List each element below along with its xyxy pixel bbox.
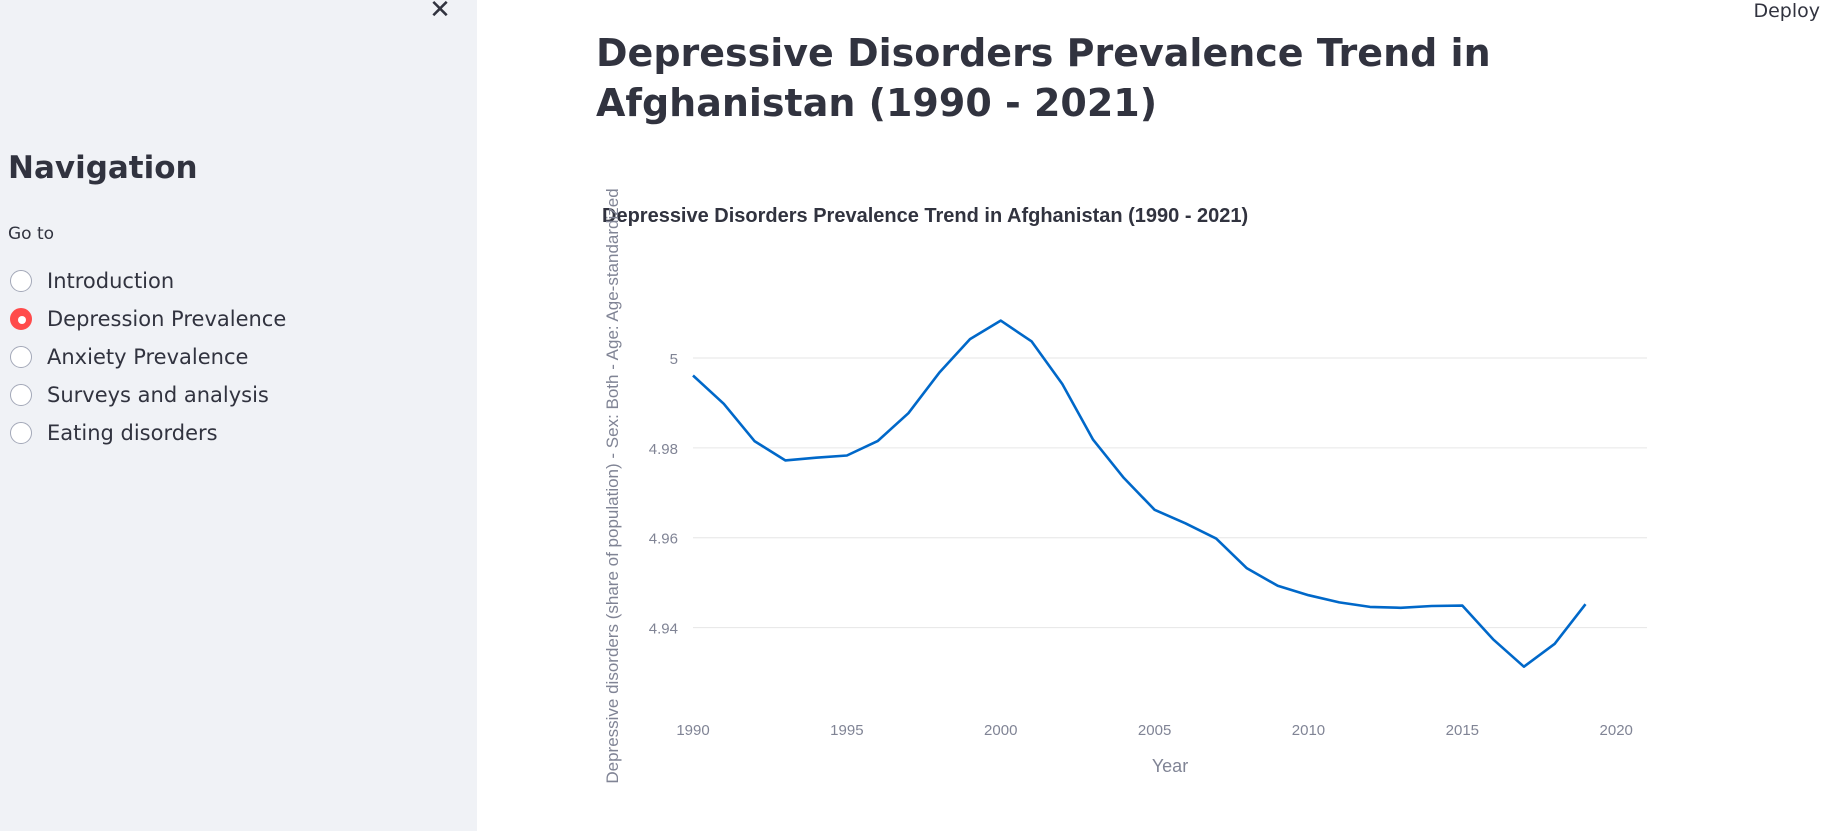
x-axis-label: Year <box>1152 756 1188 776</box>
nav-option-label: Anxiety Prevalence <box>47 345 249 369</box>
series-line <box>692 319 1587 669</box>
x-tick-label: 1995 <box>830 722 863 739</box>
radio-group-label: Go to <box>8 224 55 244</box>
nav-radio-group: Introduction Depression Prevalence Anxie… <box>10 262 286 452</box>
x-tick-label: 2000 <box>984 722 1017 739</box>
nav-option-label: Eating disorders <box>47 421 218 445</box>
nav-option-eating-disorders[interactable]: Eating disorders <box>10 414 286 452</box>
radio-button-icon[interactable] <box>10 384 32 406</box>
y-tick-label: 4.96 <box>649 531 678 548</box>
nav-option-label: Introduction <box>47 269 175 293</box>
x-tick-label: 2010 <box>1292 722 1325 739</box>
x-tick-label: 1990 <box>676 722 709 739</box>
page-title: Depressive Disorders Prevalence Trend in… <box>596 31 1491 125</box>
y-tick-label: 4.98 <box>649 441 678 458</box>
radio-button-icon[interactable] <box>10 422 32 444</box>
nav-option-depression-prevalence[interactable]: Depression Prevalence <box>10 300 286 338</box>
nav-option-surveys-and-analysis[interactable]: Surveys and analysis <box>10 376 286 414</box>
y-tick-label: 5 <box>670 351 678 368</box>
y-axis-label: Depressive disorders (share of populatio… <box>603 188 622 783</box>
y-tick-label: 4.94 <box>649 621 678 638</box>
nav-option-introduction[interactable]: Introduction <box>10 262 286 300</box>
radio-button-icon[interactable] <box>10 270 32 292</box>
x-tick-label: 2005 <box>1138 722 1171 739</box>
chart-title: Depressive Disorders Prevalence Trend in… <box>602 205 1248 227</box>
nav-option-label: Surveys and analysis <box>47 383 269 407</box>
radio-button-icon[interactable] <box>10 346 32 368</box>
x-tick-label: 2015 <box>1446 722 1479 739</box>
sidebar: ✕ Navigation Go to Introduction Depressi… <box>0 0 477 831</box>
close-icon[interactable]: ✕ <box>429 0 451 25</box>
radio-button-icon[interactable] <box>10 308 32 330</box>
line-chart: 4.94 4.96 4.98 5 1990 1995 2000 2005 2010 2015 202… <box>590 150 1690 831</box>
nav-option-label: Depression Prevalence <box>47 307 287 331</box>
nav-option-anxiety-prevalence[interactable]: Anxiety Prevalence <box>10 338 286 376</box>
x-tick-label: 2020 <box>1600 722 1633 739</box>
sidebar-title: Navigation <box>8 150 198 186</box>
deploy-button[interactable]: Deploy <box>1753 0 1820 22</box>
chart-svg: 4.94 4.96 4.98 5 1990 1995 2000 2005 2010 2015 202… <box>602 188 1647 784</box>
